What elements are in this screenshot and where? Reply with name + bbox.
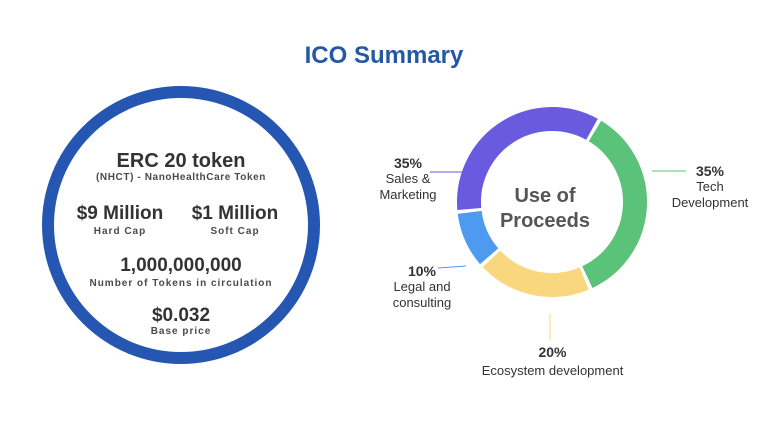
label-legal-pct: 10% xyxy=(407,263,437,279)
token-title: ERC 20 token xyxy=(116,150,246,172)
label-legal-name2: consulting xyxy=(392,295,452,310)
label-tech: 35% Tech Development xyxy=(660,163,760,211)
label-tech-pct: 35% xyxy=(695,163,725,179)
label-tech-name2: Development xyxy=(671,195,749,210)
label-sales: 35% Sales & Marketing xyxy=(358,155,458,203)
soft-cap-label: Soft Cap xyxy=(210,226,260,237)
token-subtitle: (NHCT) - NanoHealthCare Token xyxy=(95,172,266,183)
leader-line-legal xyxy=(437,265,467,269)
base-price-value: $0.032 xyxy=(151,305,211,326)
tokens-value: 1,000,000,000 xyxy=(120,255,242,276)
label-ecosystem-name: Ecosystem development xyxy=(481,363,624,378)
label-sales-pct: 35% xyxy=(393,155,423,171)
hard-cap-value: $9 Million xyxy=(76,203,164,224)
page-title: ICO Summary xyxy=(304,42,464,69)
base-price-label: Base price xyxy=(150,326,212,337)
label-legal-name: Legal and xyxy=(393,279,451,294)
label-ecosystem-pct: 20% xyxy=(538,344,567,360)
soft-cap-value: $1 Million xyxy=(191,203,279,224)
label-tech-name: Tech xyxy=(696,179,724,194)
tokens-label: Number of Tokens in circulation xyxy=(89,278,273,289)
label-legal: 10% Legal and consulting xyxy=(372,263,472,311)
donut-slice-legal xyxy=(457,210,499,265)
donut-center-line1: Use of xyxy=(514,185,576,207)
label-sales-name: Sales & xyxy=(385,171,431,186)
donut-slice-tech xyxy=(581,120,647,288)
label-ecosystem: 20% Ecosystem development xyxy=(465,344,640,379)
donut-center-line2: Proceeds xyxy=(499,210,591,232)
donut-slice-sales xyxy=(457,107,598,210)
label-sales-name2: Marketing xyxy=(379,187,437,202)
hard-cap-label: Hard Cap xyxy=(93,226,147,237)
donut-slice-ecosystem xyxy=(482,250,589,297)
